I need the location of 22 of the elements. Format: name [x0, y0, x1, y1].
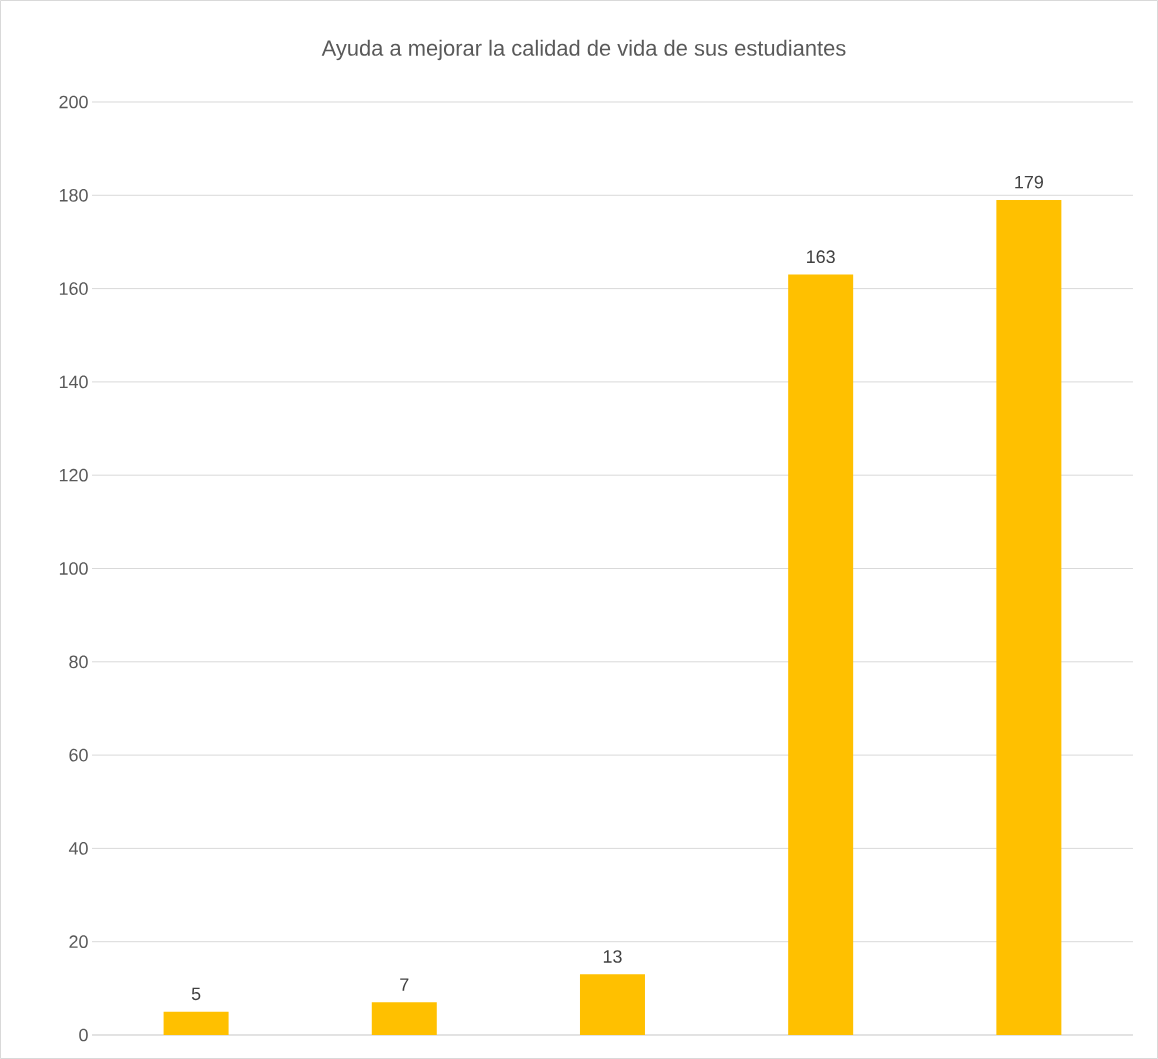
y-tick-label: 180 [59, 188, 88, 202]
data-label: 163 [807, 250, 835, 264]
y-tick-label: 140 [59, 375, 88, 389]
y-tick-label: 200 [59, 95, 88, 109]
data-label: 13 [603, 950, 622, 963]
bar [163, 1011, 229, 1035]
bar [996, 199, 1062, 1035]
y-tick-label: 100 [59, 562, 88, 575]
chart-title: Ayuda a mejorar la calidad de vida de sus estudiantes [321, 39, 846, 61]
data-label: 7 [400, 978, 409, 991]
y-tick-label: 0 [79, 1028, 88, 1042]
data-label: 179 [1015, 175, 1043, 189]
y-tick-label: 20 [69, 935, 88, 949]
y-tick-label: 40 [68, 842, 88, 855]
y-tick-label: 80 [69, 655, 88, 669]
y-tick-label: 160 [59, 282, 88, 295]
bar [579, 974, 645, 1035]
bar [788, 274, 854, 1035]
data-label: 5 [191, 987, 201, 1001]
y-tick-label: 60 [69, 748, 88, 762]
y-tick-label: 120 [59, 468, 88, 482]
bar [371, 1002, 437, 1035]
